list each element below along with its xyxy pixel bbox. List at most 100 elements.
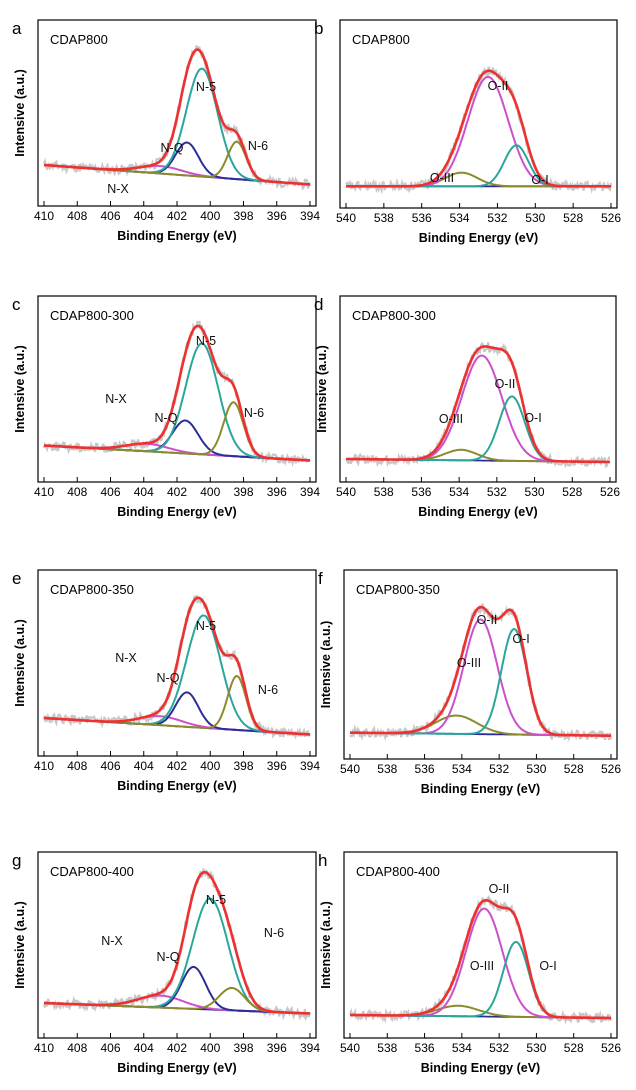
panel-d: 540 538 536 534 532 530 528 526 Binding Energy (… [314,295,620,519]
peak-label-o-i: O-I [524,411,541,425]
y-axis-label: Intensive (a.u.) [319,621,333,709]
y-axis-label: Intensive (a.u.) [13,345,27,433]
peak-label-o-ii: O-II [488,79,509,93]
peak-label-n-x: N-X [105,392,127,406]
x-tick-label: 532 [489,762,509,776]
peak-o-ii-line [349,618,611,737]
x-axis-label: Binding Energy (eV) [418,505,537,519]
panel-letter: d [314,295,323,314]
peak-label-o-i: O-I [531,173,548,187]
raw-spectrum-line [42,868,312,1022]
peak-label-o-iii: O-III [430,171,454,185]
x-tick-label: 400 [200,759,220,773]
peak-o-i-line [346,144,611,188]
x-tick-label: 404 [134,485,154,499]
x-tick-label: 398 [233,759,253,773]
peak-label-n-x: N-X [115,651,137,665]
envelope-line [346,345,610,464]
x-tick-label: 538 [374,485,394,499]
peak-label-n-q: N-Q [161,141,184,155]
panel-letter: g [12,851,21,870]
peak-o-ii-line [346,75,611,188]
x-tick-label: 398 [233,209,253,223]
peak-n-q-line [43,691,311,736]
x-tick-label: 538 [377,762,397,776]
x-tick-label: 396 [267,1041,287,1055]
plot-frame [343,851,618,1039]
x-axis-label: Binding Energy (eV) [421,1061,540,1075]
x-tick-label: 394 [300,1041,320,1055]
x-tick-label: 394 [300,485,320,499]
x-tick-label: 404 [134,1041,154,1055]
sample-title: CDAP800 [352,32,410,47]
panel-a: 410 408 406 404 402 400 398 396 394 Binding Energ… [12,19,320,243]
x-tick-label: 396 [267,209,287,223]
panel-b: 540 538 536 534 532 530 528 526 Binding Energy (… [314,19,621,245]
x-tick-label: 528 [564,1041,584,1055]
peak-label-n-5: N-5 [196,619,216,633]
envelope-line [43,324,311,462]
plot-frame [343,569,618,760]
x-tick-label: 400 [200,209,220,223]
x-tick-label: 408 [67,1041,87,1055]
x-tick-label: 402 [167,759,187,773]
x-axis-label: Binding Energy (eV) [117,779,236,793]
envelope-line [43,596,311,736]
x-tick-label: 536 [415,762,435,776]
sample-title: CDAP800-300 [352,308,436,323]
x-tick-label: 540 [336,485,356,499]
x-tick-label: 538 [374,211,394,225]
y-axis-label: Intensive (a.u.) [13,69,27,157]
envelope-line [350,898,611,1020]
panel-f: 540 538 536 534 532 530 528 526 Binding Energy (… [318,569,621,796]
peak-label-n-5: N-5 [196,80,216,94]
x-tick-label: 534 [452,762,472,776]
x-tick-label: 406 [100,209,120,223]
x-tick-label: 540 [340,762,360,776]
raw-spectrum-line [345,341,611,469]
peak-o-i-line [349,627,611,737]
x-tick-label: 406 [100,759,120,773]
x-tick-label: 396 [267,485,287,499]
x-tick-label: 394 [300,209,320,223]
x-tick-label: 398 [233,1041,253,1055]
peak-label-o-i: O-I [539,959,556,973]
peak-label-n-q: N-Q [157,950,180,964]
x-tick-label: 526 [600,485,620,499]
x-tick-label: 410 [34,1041,54,1055]
peak-label-o-ii: O-II [489,882,510,896]
panel-letter: e [12,569,21,588]
x-tick-label: 408 [67,485,87,499]
x-tick-label: 526 [601,211,621,225]
plot-frame [339,19,618,209]
peak-label-n-5: N-5 [206,893,226,907]
x-tick-label: 400 [200,485,220,499]
x-tick-label: 530 [525,211,545,225]
x-tick-label: 402 [167,485,187,499]
panel-letter: f [318,569,323,588]
x-tick-label: 540 [336,211,356,225]
peak-label-n-5: N-5 [196,334,216,348]
peak-label-n-q: N-Q [155,411,178,425]
peak-n-5-line [43,342,311,462]
sample-title: CDAP800-350 [356,582,440,597]
x-tick-label: 406 [100,485,120,499]
x-tick-label: 540 [340,1041,360,1055]
x-axis-label: Binding Energy (eV) [117,1061,236,1075]
x-tick-label: 402 [167,209,187,223]
x-tick-label: 400 [200,1041,220,1055]
x-tick-label: 410 [34,209,54,223]
x-tick-label: 530 [526,1041,546,1055]
x-tick-label: 534 [449,485,469,499]
x-tick-label: 408 [67,759,87,773]
raw-spectrum-line [345,66,613,195]
x-tick-label: 530 [525,485,545,499]
x-tick-label: 526 [601,762,621,776]
x-tick-label: 406 [100,1041,120,1055]
peak-o-ii-line [346,354,610,463]
sample-title: CDAP800-300 [50,308,134,323]
sample-title: CDAP800-350 [50,582,134,597]
x-tick-label: 528 [562,485,582,499]
x-tick-label: 404 [134,759,154,773]
x-axis-label: Binding Energy (eV) [421,782,540,796]
